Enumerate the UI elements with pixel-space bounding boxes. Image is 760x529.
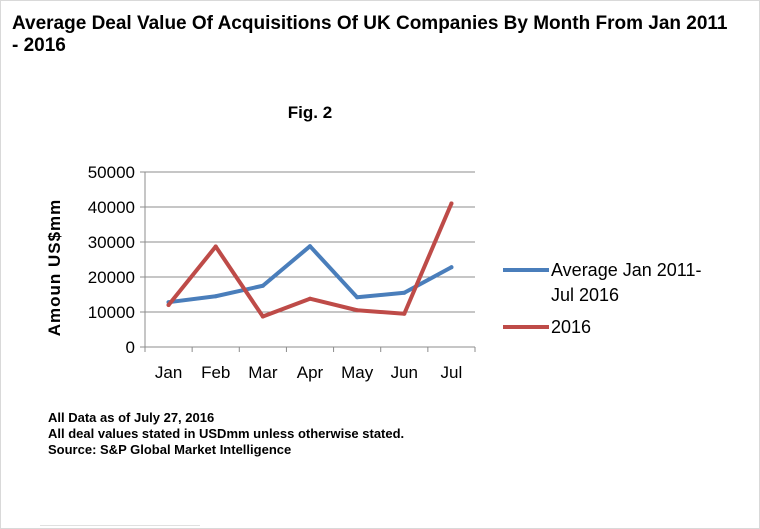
legend-label: Average Jan 2011- [551, 260, 701, 280]
x-tick-label: Jan [155, 363, 182, 382]
x-tick-labels: Jan Feb Mar Apr May Jun Jul [155, 363, 462, 382]
gridlines [145, 171, 475, 313]
x-tick-label: May [341, 363, 374, 382]
note-units: All deal values stated in USDmm unless o… [48, 426, 405, 441]
footnotes: All Data as of July 27, 2016 All deal va… [48, 410, 404, 458]
data-point [355, 308, 360, 313]
legend-label: Jul 2016 [551, 285, 619, 305]
x-tick-label: Jul [441, 363, 463, 382]
y-tick-label: 40000 [88, 198, 135, 217]
series-lines [166, 201, 454, 319]
note-date: All Data as of July 27, 2016 [48, 410, 215, 425]
data-point [260, 283, 265, 288]
y-tick-label: 10000 [88, 303, 135, 322]
y-tick-label: 20000 [88, 268, 135, 287]
data-point [166, 303, 171, 307]
y-axis-label: Amoun US$mm [45, 199, 64, 337]
legend: Average Jan 2011- Jul 2016 2016 [503, 260, 701, 337]
data-point [308, 296, 312, 301]
y-tick-labels: 0 10000 20000 30000 40000 50000 [88, 163, 135, 357]
data-point [402, 290, 407, 295]
note-source: Source: S&P Global Market Intelligence [48, 442, 292, 457]
legend-label: 2016 [551, 317, 591, 337]
data-point [213, 294, 218, 299]
data-point [449, 201, 454, 206]
y-tick-label: 0 [126, 338, 135, 357]
axes [140, 171, 476, 352]
x-tick-label: Mar [248, 363, 278, 382]
data-point [213, 244, 218, 249]
data-point [260, 314, 265, 319]
y-tick-label: 30000 [88, 233, 135, 252]
x-tick-label: Feb [201, 363, 230, 382]
figure-label: Fig. 2 [287, 103, 333, 122]
data-point [449, 265, 454, 270]
y-tick-label: 50000 [88, 163, 135, 182]
bottom-rule [40, 525, 200, 526]
data-point [308, 244, 312, 249]
x-tick-label: Jun [391, 363, 418, 382]
data-point [402, 311, 407, 316]
chart-title: Average Deal Value Of Acquisitions Of UK… [12, 13, 728, 56]
data-point [355, 295, 360, 300]
x-tick-label: Apr [297, 363, 324, 382]
